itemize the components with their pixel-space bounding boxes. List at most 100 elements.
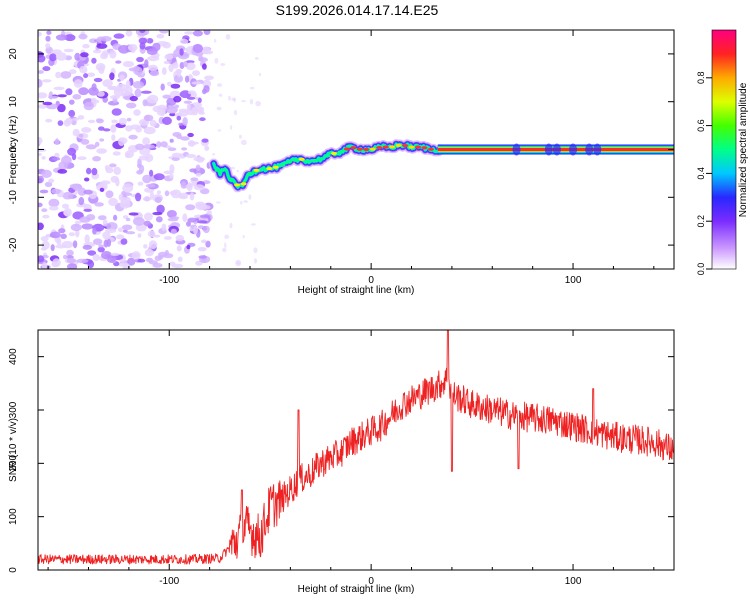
noise-speckle [218,93,223,97]
noise-blob [164,236,172,240]
noise-blob [199,106,205,114]
noise-blob [68,109,76,118]
noise-blob [45,234,51,238]
noise-blob [199,117,206,122]
noise-blob [87,250,97,256]
noise-blob [185,154,197,158]
noise-blob [113,88,124,97]
noise-blob [201,138,209,143]
noise-blob [128,212,139,216]
tone-band-blip [544,143,553,156]
noise-blob [125,30,133,37]
noise-blob [69,183,82,189]
y-tick-label: 300 [8,401,19,418]
noise-blob [179,38,189,44]
noise-blob [126,117,132,122]
noise-blob [81,223,94,230]
noise-speckle [250,86,255,90]
noise-blob [69,99,75,105]
noise-blob [143,114,154,122]
noise-blob [40,247,48,251]
noise-blob [38,222,44,231]
noise-blob [198,55,204,62]
spectrogram-noise-field [38,30,262,269]
noise-blob [181,147,188,151]
noise-blob [128,134,138,140]
noise-blob [76,258,88,264]
noise-blob [170,216,180,220]
colorbar-tick-label: 0.2 [696,215,706,228]
noise-blob [142,196,152,202]
noise-blob [38,31,42,37]
noise-blob [169,173,174,179]
noise-blob [187,141,199,145]
noise-blob [203,30,211,35]
signal-peak [363,147,370,152]
signal-peak [369,147,376,151]
noise-blob [135,126,142,133]
signal-peak [350,146,357,150]
noise-blob [70,223,82,232]
noise-blob [196,157,205,163]
noise-blob [163,60,170,65]
noise-blob [154,196,162,203]
noise-blob [54,138,60,145]
noise-blob [109,50,117,59]
snr-ylabel: SNR (10 * v/v) [8,418,19,482]
noise-blob [49,53,57,62]
noise-blob [49,231,61,239]
noise-blob [180,181,187,189]
noise-speckle [220,63,226,66]
chart-title: S199.2026.014.17.14.E25 [276,2,439,18]
noise-blob [91,167,98,176]
noise-blob [82,244,93,250]
noise-speckle [243,200,248,203]
noise-blob [202,63,207,70]
noise-blob [55,244,67,249]
signal-peak [272,165,279,169]
noise-blob [92,254,100,261]
noise-blob [102,219,108,227]
noise-blob [173,74,183,83]
noise-blob [193,184,205,191]
noise-blob [126,102,137,109]
noise-blob [48,205,59,211]
y-tick-label: -20 [8,237,19,252]
signal-peak [343,147,350,151]
noise-blob [164,54,174,60]
noise-blob [146,48,158,55]
noise-blob [53,86,65,91]
noise-blob [60,71,72,79]
noise-blob [110,124,117,133]
noise-blob [137,181,144,186]
noise-blob [38,136,43,145]
noise-blob [180,136,190,141]
x-tick-label: 0 [368,576,374,587]
noise-speckle [242,234,245,239]
noise-blob [197,247,207,252]
signal-peak [247,171,253,175]
noise-blob [119,199,131,209]
noise-blob [139,42,146,50]
noise-blob [80,52,89,58]
noise-blob [186,221,191,227]
x-tick-label: -100 [159,275,179,286]
noise-blob [196,220,208,224]
noise-blob [155,216,163,223]
colorbar: 0.0 0.2 0.4 0.6 0.8 Normalized spectral ampl… [696,29,749,275]
noise-blob [101,251,112,260]
noise-blob [42,66,51,72]
noise-speckle [235,261,242,267]
noise-blob [169,190,178,196]
y-tick-label: 0 [8,146,19,152]
noise-blob [142,174,152,184]
snr-ticks: -100 0 100 0 100 200 300 400 [8,330,674,587]
noise-blob [161,67,167,75]
noise-blob [133,109,141,116]
noise-blob [91,57,97,64]
noise-blob [136,56,144,63]
signal-peak [285,160,292,164]
noise-blob [63,210,71,216]
signal-peak [318,157,325,161]
